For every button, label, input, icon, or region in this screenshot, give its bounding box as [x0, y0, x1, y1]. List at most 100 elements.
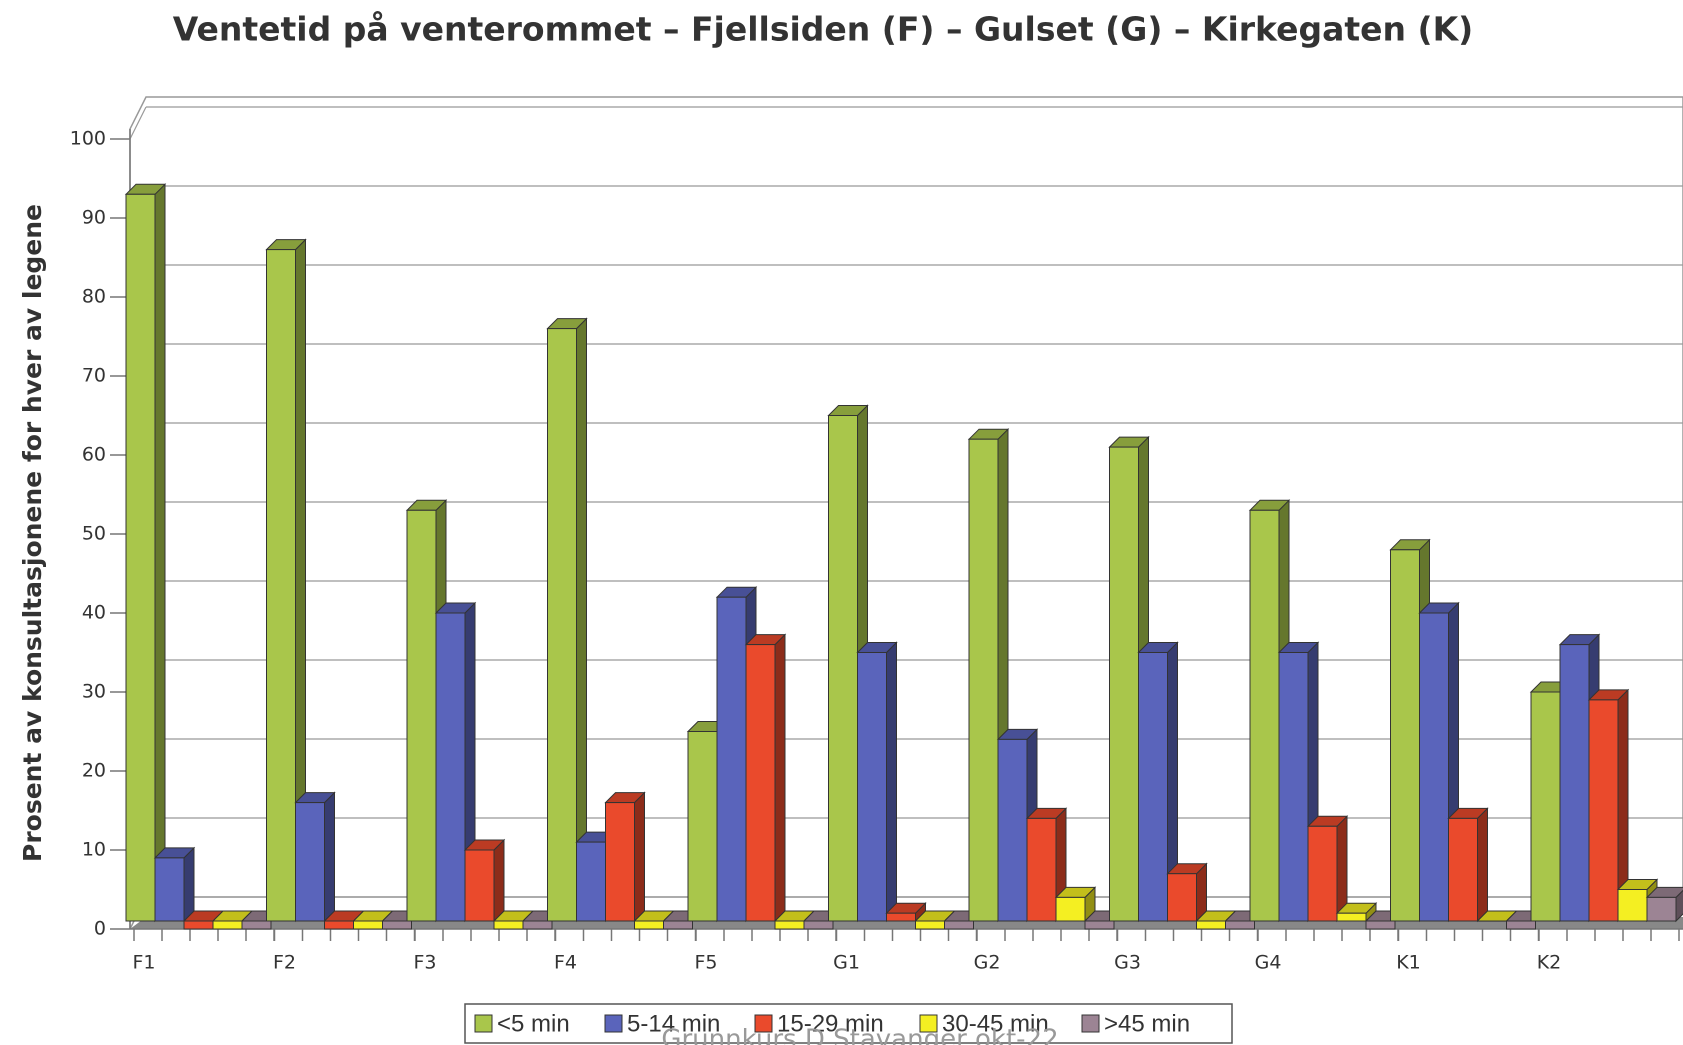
x-tick-label: G3 — [1114, 952, 1141, 974]
bar — [212, 920, 243, 930]
bar — [1278, 652, 1309, 922]
chart-title: Ventetid på venterommet – Fjellsiden (F)… — [173, 10, 1474, 49]
bar-group — [1137, 641, 1179, 923]
bar — [1138, 652, 1168, 922]
legend-label: 15-29 min — [777, 1010, 884, 1037]
bar — [944, 920, 974, 930]
bar — [183, 920, 214, 930]
bar-side — [183, 846, 195, 923]
bar — [324, 920, 354, 930]
bar-group — [885, 901, 927, 923]
bar — [745, 644, 776, 922]
bar-group — [1025, 807, 1068, 923]
y-tick-label: 100 — [70, 128, 106, 150]
bar — [241, 920, 272, 930]
bar — [997, 738, 1028, 922]
bar-group — [434, 601, 477, 923]
bar — [522, 920, 553, 930]
bar — [1588, 699, 1619, 922]
bar — [1196, 920, 1226, 930]
bar — [663, 920, 693, 930]
y-tick-label: 10 — [82, 839, 106, 861]
bar-group — [1587, 688, 1630, 923]
bar-side — [324, 791, 335, 923]
bar — [1448, 817, 1478, 922]
bar — [886, 912, 916, 922]
y-tick-label: 40 — [82, 602, 106, 624]
bar-group — [604, 791, 646, 923]
y-axis-label: Prosent av konsultasjonene for hver av l… — [18, 204, 47, 862]
y-tick-label: 50 — [82, 523, 106, 545]
y-tick-label: 80 — [82, 286, 106, 308]
bar-side — [576, 317, 587, 923]
bar-side — [493, 838, 505, 923]
bar — [774, 920, 805, 930]
bar-side — [886, 641, 897, 923]
legend-box — [464, 1003, 1233, 1044]
footer: Grunnkurs D Stavanger okt-22 — [661, 1025, 1058, 1045]
bar — [1167, 873, 1197, 922]
x-tick-label: F2 — [273, 952, 296, 974]
bar — [1617, 889, 1648, 922]
legend-label: 30-45 min — [942, 1010, 1049, 1037]
y-tick-label: 30 — [82, 681, 106, 703]
bar — [1559, 644, 1590, 922]
x-tick-label: G2 — [974, 952, 1001, 974]
bar — [1390, 549, 1420, 922]
x-tick-label: K1 — [1396, 952, 1421, 974]
bar — [915, 920, 945, 930]
bar-group — [633, 910, 675, 930]
bar-group — [546, 317, 588, 923]
bar-group — [856, 641, 898, 923]
x-tick-label: F1 — [132, 952, 155, 974]
legend-label: <5 min — [497, 1010, 570, 1037]
bar — [687, 731, 718, 922]
bar — [435, 612, 466, 922]
bar — [857, 652, 887, 922]
bar — [1506, 920, 1536, 930]
bar — [125, 193, 156, 922]
bar-side — [774, 633, 786, 923]
bar-group — [294, 791, 336, 923]
bar — [828, 415, 858, 922]
bar — [605, 802, 635, 922]
bar — [464, 849, 495, 922]
y-tick-label: 90 — [82, 207, 106, 229]
bar — [353, 920, 383, 930]
x-tick-label: F3 — [413, 952, 436, 974]
y-tick-label: 60 — [82, 444, 106, 466]
bar-group — [1616, 878, 1659, 923]
bar — [716, 596, 747, 922]
bar — [1336, 912, 1367, 922]
bar-group — [124, 183, 167, 923]
bar — [266, 249, 296, 922]
x-tick-label: F5 — [694, 952, 717, 974]
bar-side — [154, 183, 166, 923]
bar — [968, 438, 999, 922]
bar — [1646, 896, 1677, 922]
bar — [1109, 446, 1139, 922]
bar — [406, 509, 437, 922]
bar — [1249, 509, 1280, 922]
bar-group — [153, 846, 196, 923]
bar-group — [1306, 815, 1349, 923]
bar-group — [1054, 886, 1097, 923]
legend-swatch — [754, 1014, 773, 1033]
y-tick-label: 0 — [94, 918, 106, 940]
bar — [1419, 612, 1449, 922]
bar — [1055, 896, 1086, 922]
bar — [295, 802, 325, 922]
bar-side — [634, 791, 645, 923]
bar-group — [1335, 901, 1378, 923]
bar — [493, 920, 524, 930]
bar-group — [463, 838, 506, 923]
grid-line — [129, 106, 147, 140]
bar — [1225, 920, 1255, 930]
legend-label: >45 min — [1104, 1010, 1190, 1037]
bar — [1530, 691, 1561, 922]
bar — [547, 328, 577, 922]
bar-side — [1477, 807, 1488, 923]
bar — [803, 920, 834, 930]
bar-group — [744, 633, 787, 923]
